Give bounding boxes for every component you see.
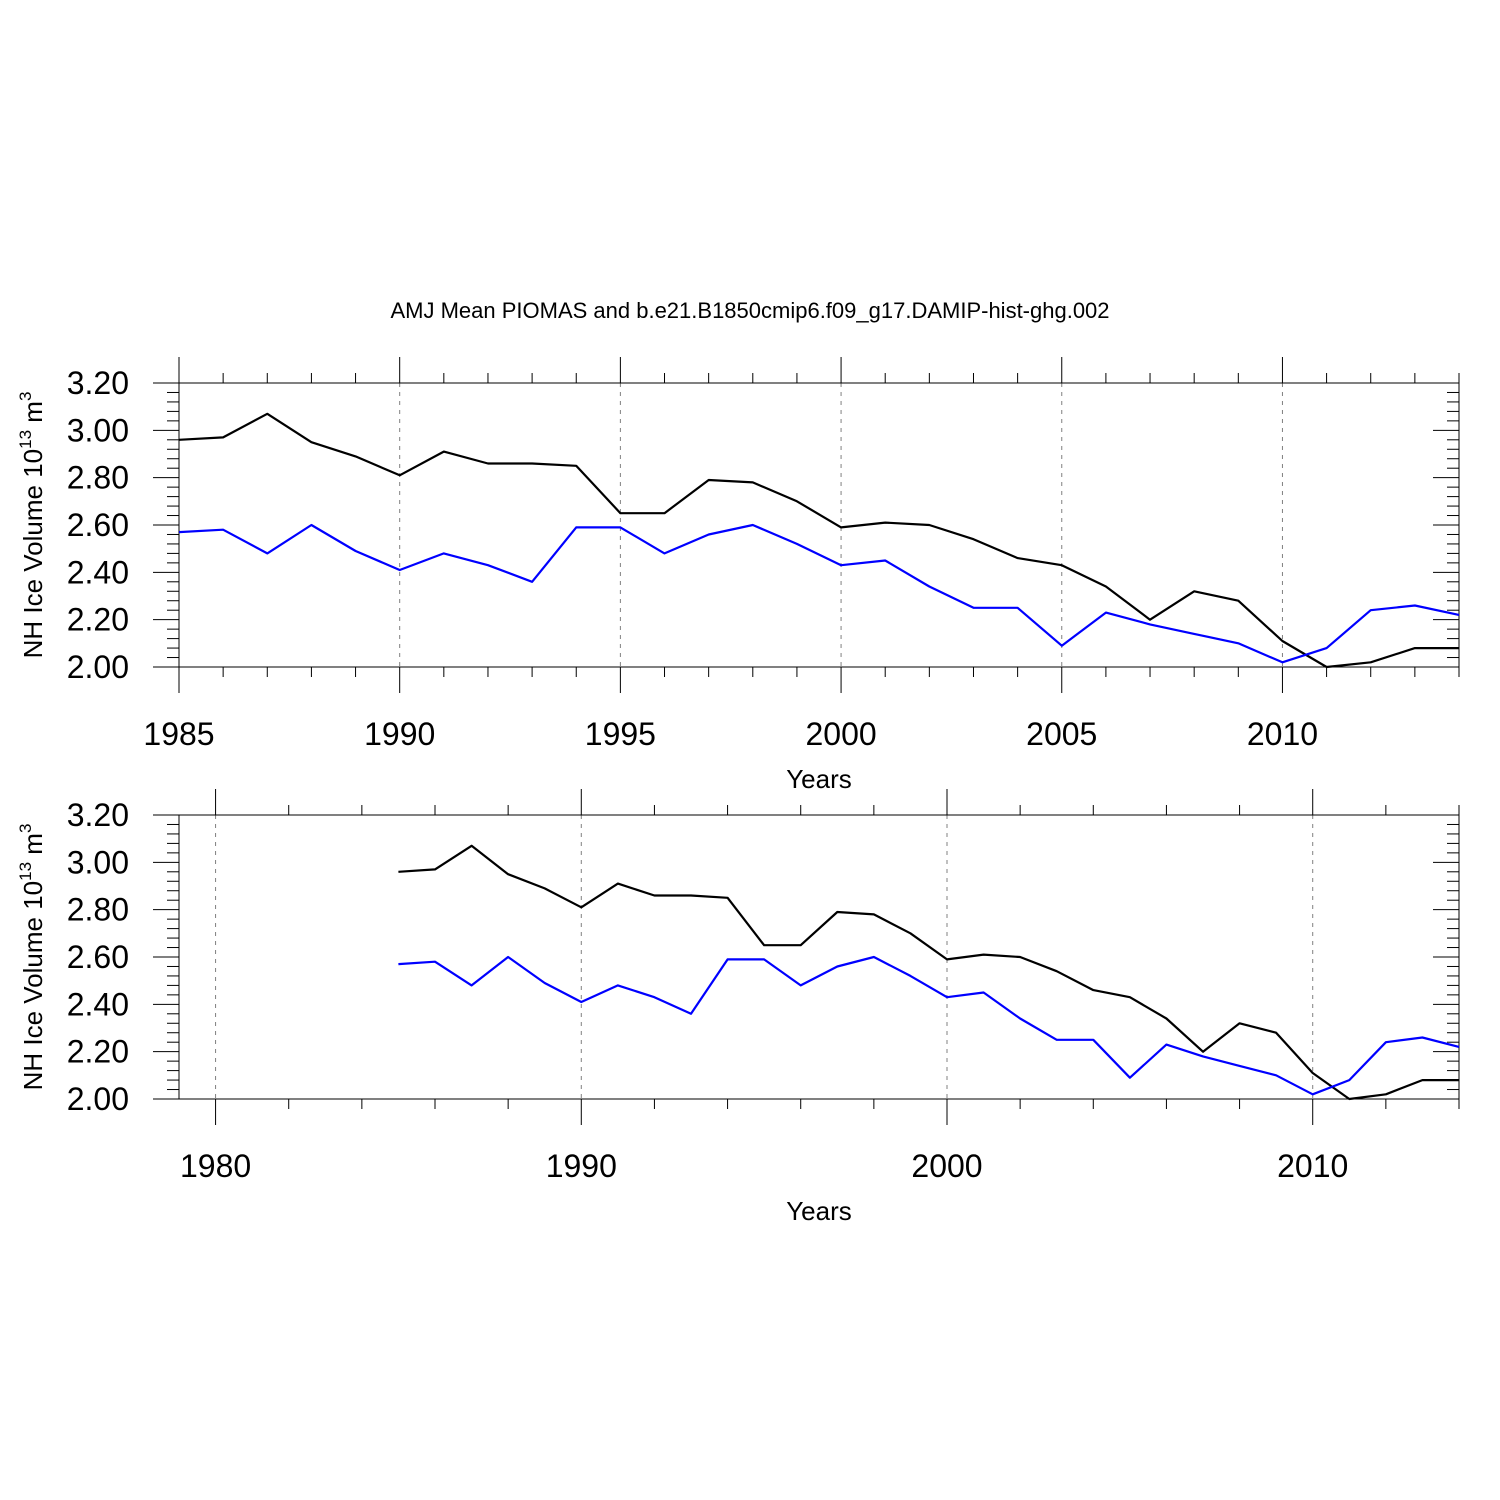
series-line-piomas: [178, 412, 1459, 669]
y-tick-label: 3.00: [67, 844, 129, 880]
x-axis-label: Years: [786, 1196, 852, 1226]
y-tick-label: 2.20: [67, 1034, 129, 1070]
y-axis-label-text: NH Ice Volume 10: [18, 449, 48, 659]
series-line-piomas: [398, 844, 1459, 1101]
y-tick-label: 3.00: [67, 412, 129, 448]
y-axis-label-unit: m: [18, 401, 48, 430]
series-line-model: [398, 955, 1460, 1096]
y-axis-label: NH Ice Volume 1013 m3: [16, 824, 48, 1091]
y-tick-label: 2.00: [67, 1081, 129, 1117]
y-tick-label: 3.20: [67, 797, 129, 833]
y-tick-label: 2.00: [67, 649, 129, 685]
y-axis-label-text: NH Ice Volume 10: [18, 881, 48, 1091]
x-axis-label: Years: [786, 764, 852, 794]
y-tick-label: 3.20: [67, 365, 129, 401]
y-tick-label: 2.40: [67, 986, 129, 1022]
x-tick-label: 2005: [1026, 716, 1097, 752]
y-axis-label: NH Ice Volume 1013 m3: [16, 392, 48, 659]
series-line-model: [178, 523, 1460, 664]
x-tick-label: 1990: [546, 1148, 617, 1184]
y-tick-label: 2.40: [67, 554, 129, 590]
x-tick-label: 2000: [911, 1148, 982, 1184]
y-tick-label: 2.80: [67, 460, 129, 496]
figure-title: AMJ Mean PIOMAS and b.e21.B1850cmip6.f09…: [390, 298, 1109, 323]
y-axis-label-unit: m: [18, 833, 48, 862]
x-tick-label: 1995: [585, 716, 656, 752]
x-tick-label: 2000: [805, 716, 876, 752]
y-tick-label: 2.80: [67, 892, 129, 928]
x-tick-label: 1990: [364, 716, 435, 752]
x-tick-label: 2010: [1277, 1148, 1348, 1184]
y-axis-label-unit-exponent: 3: [16, 824, 35, 833]
y-tick-label: 2.60: [67, 507, 129, 543]
chart-panel-bottom: 1980 1990 2000 2010 2.00 2.20 2.40 2.60 2.80 3.00…: [16, 789, 1460, 1226]
chart-panel-top: 1985 1990 1995 2000 2005 2010 2.00 2.20 2.40 2.60…: [16, 357, 1460, 794]
y-axis-label-exponent: 13: [16, 862, 35, 881]
y-axis-label-unit-exponent: 3: [16, 392, 35, 401]
y-axis-label-exponent: 13: [16, 430, 35, 449]
y-tick-label: 2.20: [67, 602, 129, 638]
y-tick-label: 2.60: [67, 939, 129, 975]
x-tick-label: 1980: [180, 1148, 251, 1184]
x-tick-label: 1985: [143, 716, 214, 752]
x-tick-label: 2010: [1247, 716, 1318, 752]
